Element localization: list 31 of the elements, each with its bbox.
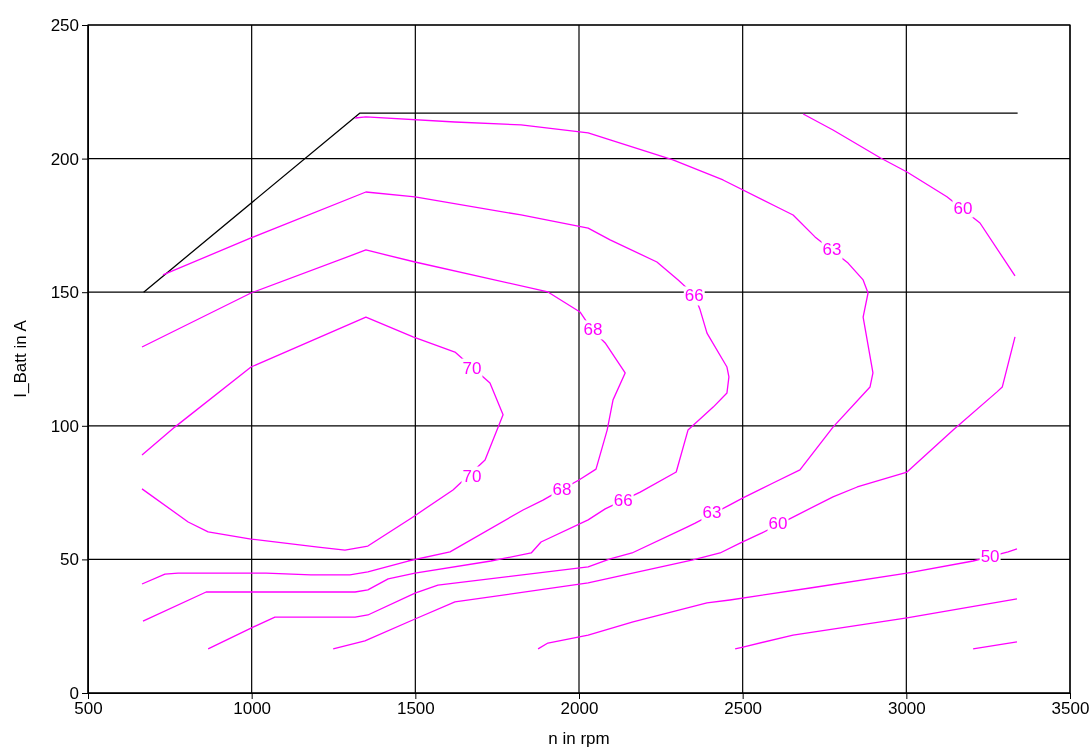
x-tick-label: 3000 [887,699,926,719]
annotation: 68 [583,320,603,340]
annotation: 50 [980,547,1000,567]
annotation: 66 [613,490,633,510]
line-series [537,548,1018,650]
line-series [734,598,1018,650]
annotation: 63 [822,240,842,260]
line-series [802,113,1016,277]
y-tick-label: 150 [50,283,79,303]
annotation: 63 [702,503,722,523]
x-tick-label: 2000 [560,699,599,719]
y-tick-label: 50 [60,550,79,570]
line-series [332,336,1016,650]
annotation: 60 [953,198,973,218]
line-series [142,191,730,622]
annotation: 60 [768,514,788,534]
annotation: 68 [552,480,572,500]
annotation: 70 [462,358,482,378]
line-series [141,316,504,551]
x-tick-label: 1000 [233,699,272,719]
annotation: 66 [684,286,704,306]
x-tick-label: 1500 [396,699,435,719]
x-tick-label: 3500 [1051,699,1090,719]
y-tick-label: 250 [50,15,79,35]
x-tick-label: 2500 [724,699,763,719]
y-tick-label: 200 [50,149,79,169]
annotation: 70 [462,466,482,486]
y-axis-title: I_Batt in A [11,319,30,398]
y-tick-label: 100 [50,416,79,436]
line-series [207,116,874,650]
x-axis-title: n in rpm [548,729,610,748]
